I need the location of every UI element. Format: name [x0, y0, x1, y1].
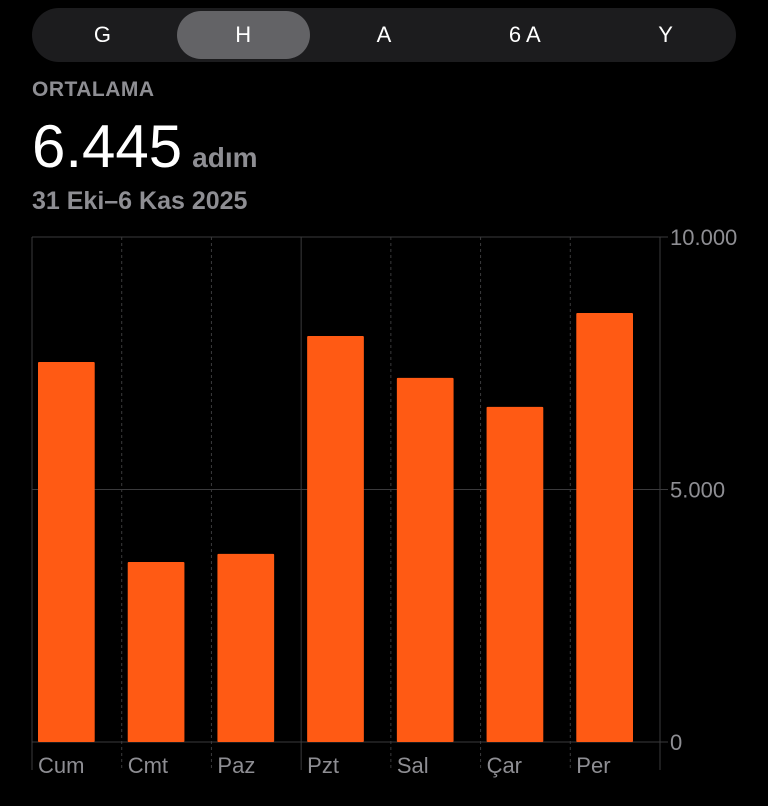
segment-g[interactable]: G [93, 22, 111, 47]
average-label: ORTALAMA [32, 78, 155, 101]
x-tick-label: Sal [397, 753, 429, 778]
x-tick-label: Pzt [307, 753, 339, 778]
bar-sal [396, 377, 454, 742]
bar-paz [217, 553, 275, 742]
bar-per [576, 313, 633, 742]
average-value: 6.445 adım [32, 112, 258, 181]
y-tick-label: 5.000 [670, 478, 725, 503]
average-unit: adım [192, 142, 258, 173]
segment-h[interactable]: H [176, 11, 310, 59]
x-tick-label: Cum [38, 753, 84, 778]
bar-cum [38, 361, 95, 742]
segment-6-a[interactable]: 6 A [508, 22, 541, 47]
y-tick-label: 10.000 [670, 225, 737, 250]
bar-çar [486, 406, 544, 742]
x-tick-label: Çar [487, 753, 522, 778]
bar-cmt [127, 561, 185, 742]
bar-pzt [307, 335, 364, 742]
x-tick-label: Cmt [128, 753, 168, 778]
y-tick-label: 0 [670, 730, 682, 755]
period-segmented-control: G H A 6 A Y [32, 8, 736, 62]
segment-a[interactable]: A [376, 22, 392, 47]
average-number: 6.445 [32, 113, 183, 180]
segment-y[interactable]: Y [658, 22, 673, 47]
x-tick-label: Per [576, 753, 610, 778]
x-tick-label: Paz [217, 753, 255, 778]
date-range: 31 Eki–6 Kas 2025 [32, 187, 248, 215]
